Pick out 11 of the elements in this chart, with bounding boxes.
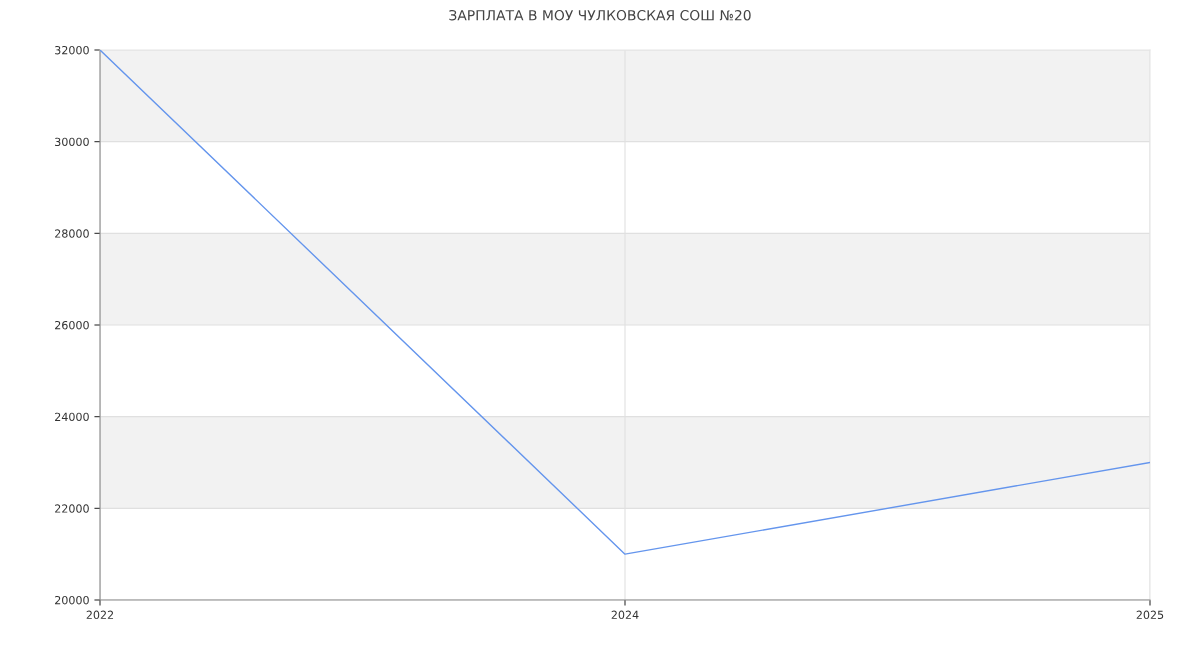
y-tick-label: 30000: [55, 137, 89, 147]
x-tick-label: 2025: [1136, 610, 1164, 620]
y-tick-label: 32000: [55, 45, 89, 55]
y-tick-label: 20000: [55, 595, 89, 605]
x-tick-label: 2024: [611, 610, 639, 620]
x-tick-label: 2022: [86, 610, 114, 620]
y-tick-label: 24000: [55, 412, 89, 422]
y-tick-label: 22000: [55, 504, 89, 513]
chart-title: ЗАРПЛАТА В МОУ ЧУЛКОВСКАЯ СОШ №20: [449, 10, 751, 21]
y-tick-label: 28000: [55, 229, 89, 238]
y-tick-label: 26000: [55, 320, 89, 330]
